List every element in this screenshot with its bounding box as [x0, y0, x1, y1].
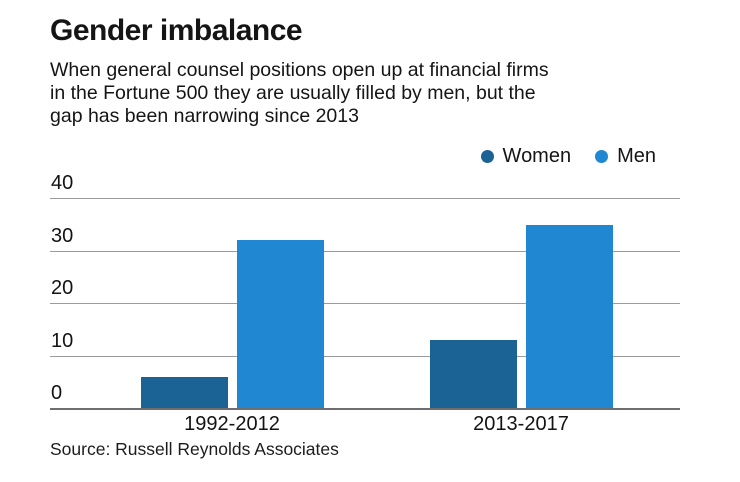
bar-men-2013-2017: [525, 224, 613, 408]
legend-item-women: Women: [480, 145, 572, 168]
legend-label-men: Men: [617, 145, 656, 167]
legend-label-women: Women: [502, 145, 572, 167]
gridline-30: [50, 250, 680, 252]
chart-subtitle: When general counsel positions open up a…: [50, 59, 549, 128]
y-tick-label-40: 40: [51, 172, 74, 195]
subtitle-line-2: in the Fortune 500 they are usually fill…: [50, 82, 536, 104]
y-tick-label-30: 30: [51, 224, 74, 247]
y-tick-label-0: 0: [51, 382, 63, 404]
gridline-20: [50, 303, 680, 305]
gridline-40: [50, 198, 680, 200]
bar-women-1992-2012: [140, 376, 228, 408]
x-axis-line: [50, 408, 680, 410]
x-category-label-1992-2012: 1992-2012: [184, 413, 280, 435]
legend: Women Men: [480, 145, 656, 168]
bar-men-1992-2012: [236, 240, 324, 408]
legend-item-men: Men: [595, 145, 656, 168]
source-note: Source: Russell Reynolds Associates: [50, 439, 339, 459]
y-tick-label-20: 20: [51, 277, 74, 300]
legend-dot-men: [595, 150, 609, 163]
x-category-label-2013-2017: 2013-2017: [473, 413, 569, 435]
subtitle-line-3: gap has been narrowing since 2013: [50, 105, 359, 127]
legend-dot-women: [480, 150, 494, 163]
chart-title: Gender imbalance: [50, 14, 303, 47]
subtitle-line-1: When general counsel positions open up a…: [50, 59, 549, 81]
y-tick-label-10: 10: [51, 329, 74, 352]
gridline-10: [50, 355, 680, 357]
bar-women-2013-2017: [429, 339, 517, 408]
